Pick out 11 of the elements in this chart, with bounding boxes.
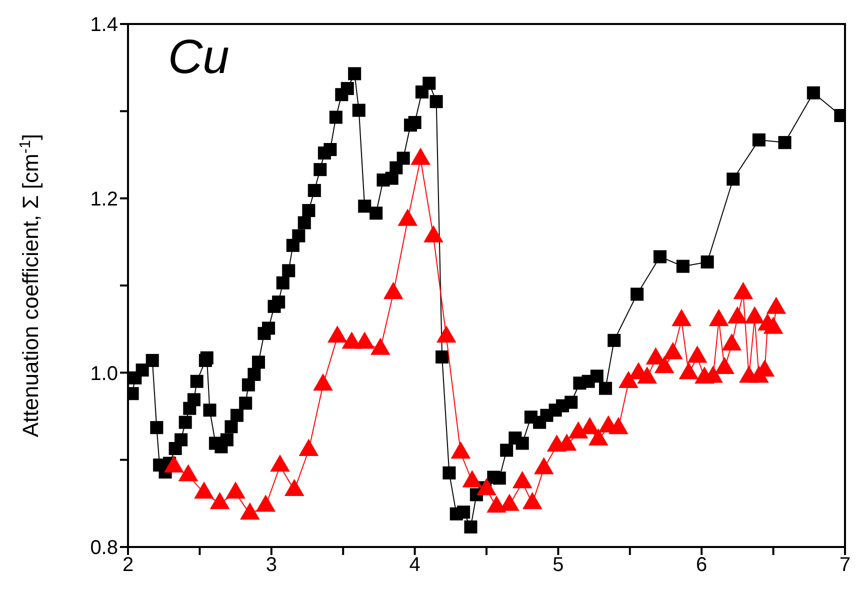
annotation: Cu <box>168 30 230 85</box>
y-tick-label: 1.2 <box>90 188 118 210</box>
x-tick-label: 2 <box>122 554 134 576</box>
x-tick-label: 5 <box>552 554 564 576</box>
y-tick-label: 0.8 <box>90 537 118 560</box>
x-tick-label: 3 <box>266 554 277 576</box>
x-tick-label: 7 <box>839 554 851 576</box>
x-tick-label: 4 <box>409 554 420 576</box>
x-tick-label: 6 <box>696 554 708 576</box>
y-tick-label: 1.0 <box>90 362 118 385</box>
y-tick-label: 1.4 <box>90 14 118 36</box>
